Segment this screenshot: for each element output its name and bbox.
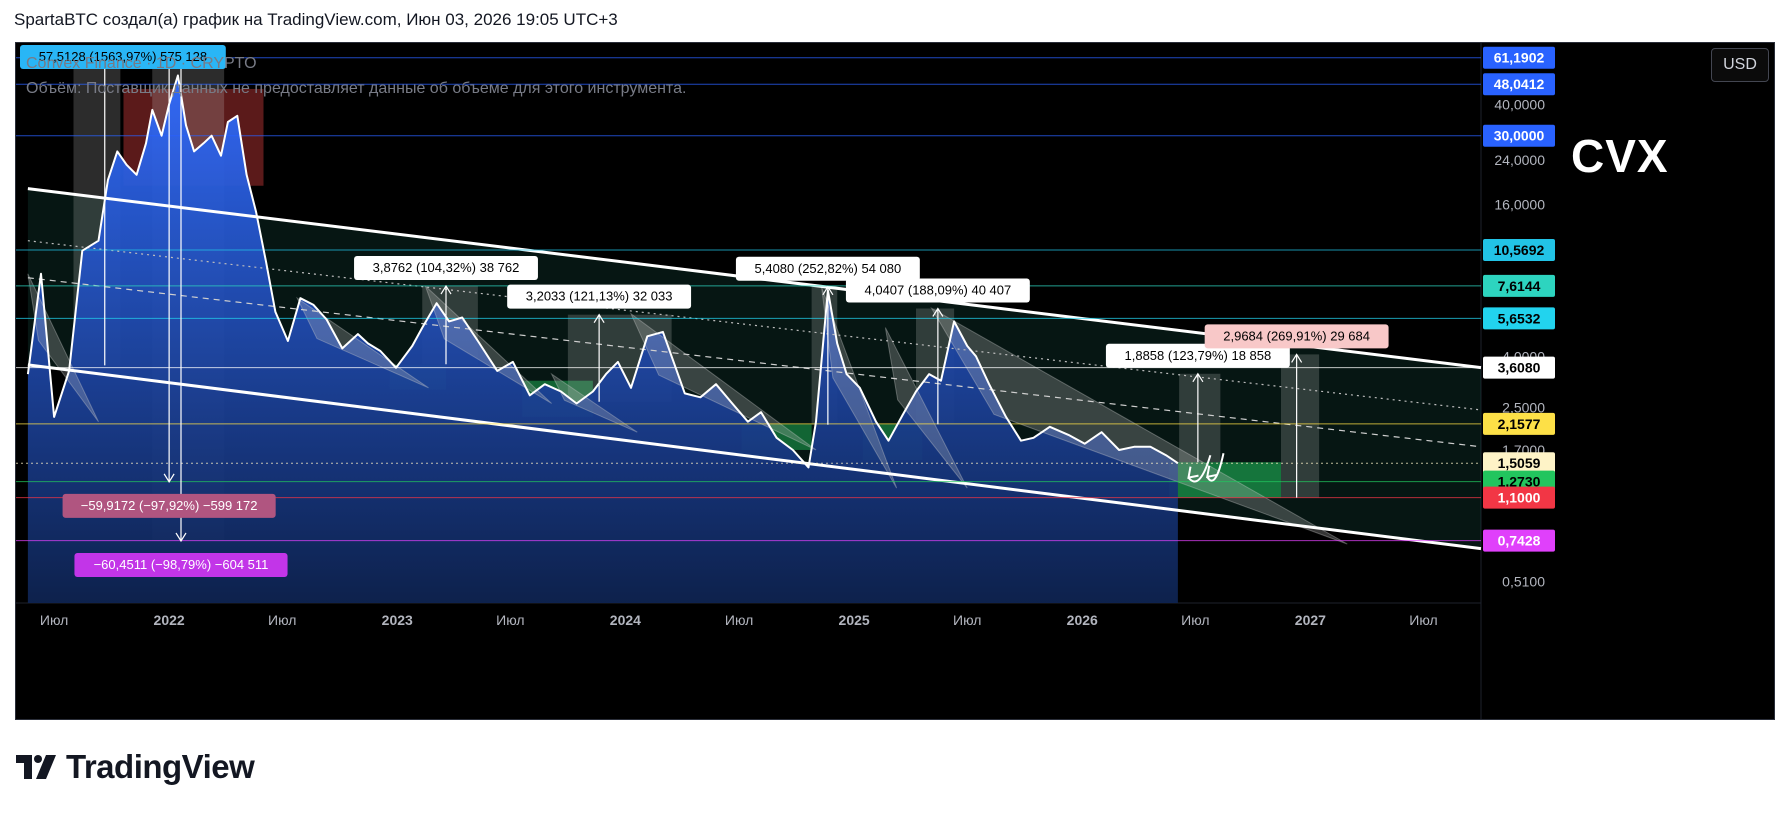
- level-tag-text-4: 7,6144: [1498, 278, 1541, 294]
- level-tag-6: [1483, 356, 1555, 379]
- measure-label-bg-4: [507, 284, 692, 309]
- footer-brand-text: TradingView: [66, 748, 255, 785]
- time-tick-8: Июл: [953, 612, 981, 628]
- measure-label-8: 2,9684 (269,91%) 29 684: [1223, 328, 1370, 343]
- time-tick-5: 2024: [610, 612, 641, 628]
- time-tick-2: Июл: [268, 612, 296, 628]
- measure-label-6: 4,0407 (188,09%) 40 407: [865, 283, 1012, 298]
- price-area: [27, 75, 1178, 603]
- measure-label-7: 1,8858 (123,79%) 18 858: [1125, 348, 1272, 363]
- time-tick-7: 2025: [839, 612, 870, 628]
- time-tick-12: Июл: [1409, 612, 1437, 628]
- tradingview-logo-icon: [16, 755, 56, 779]
- projection-arrow-0: [1187, 454, 1212, 483]
- level-tag-11: [1483, 529, 1555, 552]
- level-tag-7: [1483, 412, 1555, 435]
- channel-mid-dashed: [27, 277, 1482, 448]
- level-tag-text-5: 5,6532: [1498, 310, 1541, 326]
- channel-lower-line: [27, 363, 1482, 551]
- measure-label-3: 3,8762 (104,32%) 38 762: [373, 260, 520, 275]
- level-tag-5: [1483, 307, 1555, 330]
- level-tag-text-11: 0,7428: [1498, 533, 1541, 549]
- channel-mid-dotted: [27, 240, 1482, 411]
- measure-label-4: 3,2033 (121,13%) 32 033: [526, 289, 673, 304]
- level-tag-text-0: 61,1902: [1494, 50, 1545, 66]
- measure-arrowhead-6: [932, 307, 944, 317]
- measure-label-0: 57,5128 (1563,97%) 575 128: [39, 49, 207, 64]
- price-line: [26, 74, 1179, 469]
- measure-label-bg-6: [845, 278, 1030, 303]
- time-tick-10: Июл: [1181, 612, 1209, 628]
- measure-arrowhead-2: [175, 532, 187, 543]
- measure-arrowhead-5: [822, 285, 834, 296]
- level-tag-10: [1483, 486, 1555, 509]
- time-tick-1: 2022: [154, 612, 185, 628]
- time-tick-3: 2023: [382, 612, 413, 628]
- wedge-drawing-3: [550, 372, 638, 433]
- measure-arrowhead-3: [440, 284, 452, 295]
- level-tag-text-9: 1,2730: [1498, 474, 1541, 490]
- price-tick-0: 40,0000: [1494, 96, 1545, 112]
- level-tag-8: [1483, 452, 1555, 475]
- measure-arrowhead-7: [1192, 372, 1204, 383]
- measure-label-1: −59,9172 (−97,92%) −599 172: [81, 498, 258, 513]
- price-tick-2: 16,0000: [1494, 197, 1545, 213]
- price-tick-1: 24,0000: [1494, 152, 1545, 168]
- currency-button[interactable]: USD: [1711, 48, 1769, 82]
- time-tick-6: Июл: [725, 612, 753, 628]
- measure-label-bg-8: [1204, 324, 1389, 349]
- measure-label-5: 5,4080 (252,82%) 54 080: [755, 261, 902, 276]
- legend-volume: Объём: Поставщик данных не предоставляет…: [26, 80, 687, 97]
- measure-label-bg-1: [62, 493, 276, 518]
- measure-box-6: [1179, 373, 1221, 463]
- level-tag-text-8: 1,5059: [1498, 455, 1541, 471]
- measure-label-bg-3: [354, 256, 538, 281]
- level-tag-text-2: 30,0000: [1494, 128, 1545, 144]
- chart-panel[interactable]: 40,000024,000016,00006,00004,00002,50001…: [15, 42, 1775, 720]
- level-tag-1: [1483, 73, 1555, 96]
- price-chart[interactable]: 40,000024,000016,00006,00004,00002,50001…: [16, 43, 1775, 720]
- measure-label-bg-5: [735, 256, 920, 281]
- measure-arrowhead-8: [1291, 353, 1303, 363]
- projection-arrowhead-1: [1206, 465, 1218, 479]
- legend-symbol: Convex Finance · 1D · CRYPTO: [26, 55, 257, 72]
- level-tag-4: [1483, 274, 1555, 297]
- projection-arrowhead-0: [1187, 466, 1199, 479]
- chart-attribution: SpartaBTC создал(а) график на TradingVie…: [14, 10, 618, 29]
- price-tick-7: 0,5100: [1502, 574, 1545, 590]
- level-tag-text-6: 3,6080: [1498, 360, 1541, 376]
- level-tag-2: [1483, 124, 1555, 147]
- level-tag-3: [1483, 238, 1555, 261]
- wedge-drawing-0: [27, 273, 99, 423]
- time-tick-11: 2027: [1295, 612, 1326, 628]
- measure-label-2: −60,4511 (−98,79%) −604 511: [94, 557, 269, 572]
- measure-label-bg-0: [20, 45, 226, 69]
- level-tag-text-10: 1,1000: [1498, 490, 1541, 506]
- measure-arrowhead-1: [163, 473, 175, 484]
- measure-label-bg-2: [74, 553, 288, 578]
- price-tick-5: 2,5000: [1502, 400, 1545, 416]
- highlight-zone-5: [1169, 462, 1281, 498]
- level-tag-text-3: 10,5692: [1494, 242, 1545, 258]
- level-tag-0: [1483, 46, 1555, 69]
- footer-brand[interactable]: TradingView: [16, 745, 255, 789]
- measure-arrowhead-4: [593, 313, 605, 324]
- level-tag-text-7: 2,1577: [1498, 416, 1541, 432]
- ticker-watermark: CVX: [1571, 130, 1669, 182]
- time-tick-0: Июл: [40, 612, 68, 628]
- time-tick-9: 2026: [1067, 612, 1098, 628]
- level-tag-text-1: 48,0412: [1494, 76, 1545, 92]
- measure-label-bg-7: [1105, 343, 1290, 368]
- time-tick-4: Июл: [496, 612, 524, 628]
- projection-arrow-1: [1206, 453, 1225, 482]
